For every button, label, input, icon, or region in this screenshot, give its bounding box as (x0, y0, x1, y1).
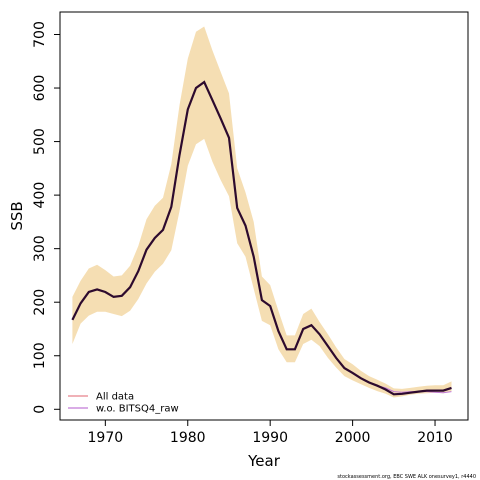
y-axis-title: SSB (8, 201, 26, 230)
y-axis: 0 100 200 300 400 500 600 700 (32, 21, 60, 414)
x-tick-label: 1980 (170, 430, 206, 446)
legend-label: All data (96, 392, 134, 403)
series-line-1 (71, 81, 452, 394)
series-line-0 (71, 81, 452, 395)
y-tick-label: 600 (32, 75, 48, 102)
x-tick-label: 1990 (252, 430, 288, 446)
y-tick-label: 100 (32, 342, 48, 369)
footnote: stockassessment.org, EBC SWE ALK onesurv… (337, 474, 476, 480)
x-tick-label: 2010 (417, 430, 453, 446)
ssb-estimate-line (71, 80, 452, 396)
confidence-band (72, 26, 452, 398)
x-tick-label: 1970 (88, 430, 124, 446)
y-tick-label: 700 (32, 21, 48, 48)
y-tick-label: 200 (32, 289, 48, 316)
plot-frame (59, 11, 469, 421)
y-tick-label: 0 (32, 405, 48, 414)
x-axis-title: Year (247, 452, 281, 470)
series-lines (71, 81, 452, 395)
legend-label: w.o. BITSQ4_raw (96, 404, 179, 415)
y-tick-label: 500 (32, 128, 48, 155)
x-axis: 1970 1980 1990 2000 2010 (88, 420, 453, 446)
x-tick-label: 2000 (335, 430, 371, 446)
y-tick-label: 400 (32, 182, 48, 209)
y-tick-label: 300 (32, 235, 48, 262)
